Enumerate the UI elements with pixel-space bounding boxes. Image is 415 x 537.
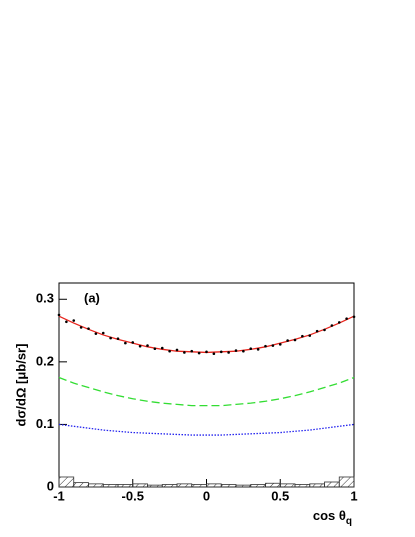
- data-point: [79, 326, 83, 329]
- histogram-bar: [309, 483, 325, 488]
- curve: [58, 376, 355, 407]
- histogram-bar: [206, 483, 222, 488]
- data-point: [138, 344, 142, 348]
- data-point: [65, 320, 68, 324]
- data-point: [271, 344, 275, 347]
- histogram-bar: [73, 482, 89, 488]
- histogram-bar: [132, 483, 148, 488]
- data-point: [315, 329, 319, 333]
- histogram-bar: [235, 484, 252, 488]
- data-point: [219, 350, 223, 354]
- annotation: (a): [84, 290, 100, 305]
- data-point: [109, 336, 112, 340]
- y-axis-label: dσ/dΩ [μb/sr]: [13, 344, 28, 427]
- data-point: [87, 327, 90, 330]
- curve: [58, 423, 355, 436]
- histogram-bar: [265, 482, 281, 488]
- histogram-bar: [117, 484, 134, 488]
- data-point: [101, 331, 105, 335]
- histogram-bar: [250, 484, 266, 488]
- histogram-bar: [58, 476, 75, 488]
- data-point: [234, 349, 238, 352]
- histogram-bar: [294, 484, 311, 488]
- data-point: [301, 334, 304, 338]
- x-axis-label: cos θq: [313, 508, 352, 526]
- data-point: [264, 344, 267, 348]
- data-point: [323, 328, 326, 332]
- data-point: [175, 348, 179, 352]
- y-tick-label: 0.1: [36, 416, 54, 431]
- data-point: [278, 343, 282, 346]
- data-point: [205, 350, 208, 354]
- data-point: [57, 313, 61, 317]
- y-tick-label: 0: [47, 478, 54, 493]
- histogram-bar: [147, 484, 163, 488]
- data-point: [153, 347, 157, 351]
- data-point: [227, 351, 230, 354]
- x-tick-label: 0.5: [271, 488, 289, 503]
- x-tick-label: -0.5: [122, 488, 144, 503]
- histogram-bar: [324, 481, 340, 488]
- x-tick-label: 1: [350, 488, 357, 503]
- data-point: [146, 344, 149, 347]
- histogram-bar: [279, 483, 296, 488]
- histogram-bar: [102, 484, 119, 488]
- data-point: [286, 339, 289, 342]
- data-point: [293, 338, 297, 342]
- data-point: [160, 346, 164, 350]
- data-point: [330, 324, 334, 327]
- data-point: [190, 349, 194, 353]
- x-axis-label-subscript: q: [346, 516, 352, 527]
- histogram-bar: [191, 484, 207, 488]
- data-point: [197, 351, 201, 355]
- data-point: [183, 351, 186, 354]
- histogram-bar: [220, 484, 237, 488]
- data-point: [72, 319, 76, 322]
- x-axis-label-text: cos θ: [313, 508, 346, 523]
- data-point: [242, 349, 245, 353]
- data-point: [256, 348, 260, 351]
- data-point: [168, 349, 171, 353]
- x-tick-label: 0: [203, 488, 210, 503]
- data-point: [345, 317, 348, 320]
- histogram-bar: [161, 484, 178, 488]
- y-tick-label: 0.3: [36, 291, 54, 306]
- plot-frame: [58, 282, 355, 488]
- data-point: [131, 341, 135, 344]
- data-point: [124, 341, 127, 345]
- data-point: [249, 347, 253, 351]
- histogram-bar: [176, 483, 193, 488]
- data-point: [116, 337, 120, 340]
- histogram-bar: [88, 483, 104, 488]
- data-point: [337, 321, 341, 324]
- x-tick-label: -1: [53, 488, 65, 503]
- histogram-bar: [338, 476, 355, 488]
- y-tick-label: 0.2: [36, 353, 54, 368]
- data-point: [212, 352, 216, 356]
- data-point: [94, 332, 98, 335]
- data-point: [308, 334, 312, 337]
- data-point: [352, 315, 356, 319]
